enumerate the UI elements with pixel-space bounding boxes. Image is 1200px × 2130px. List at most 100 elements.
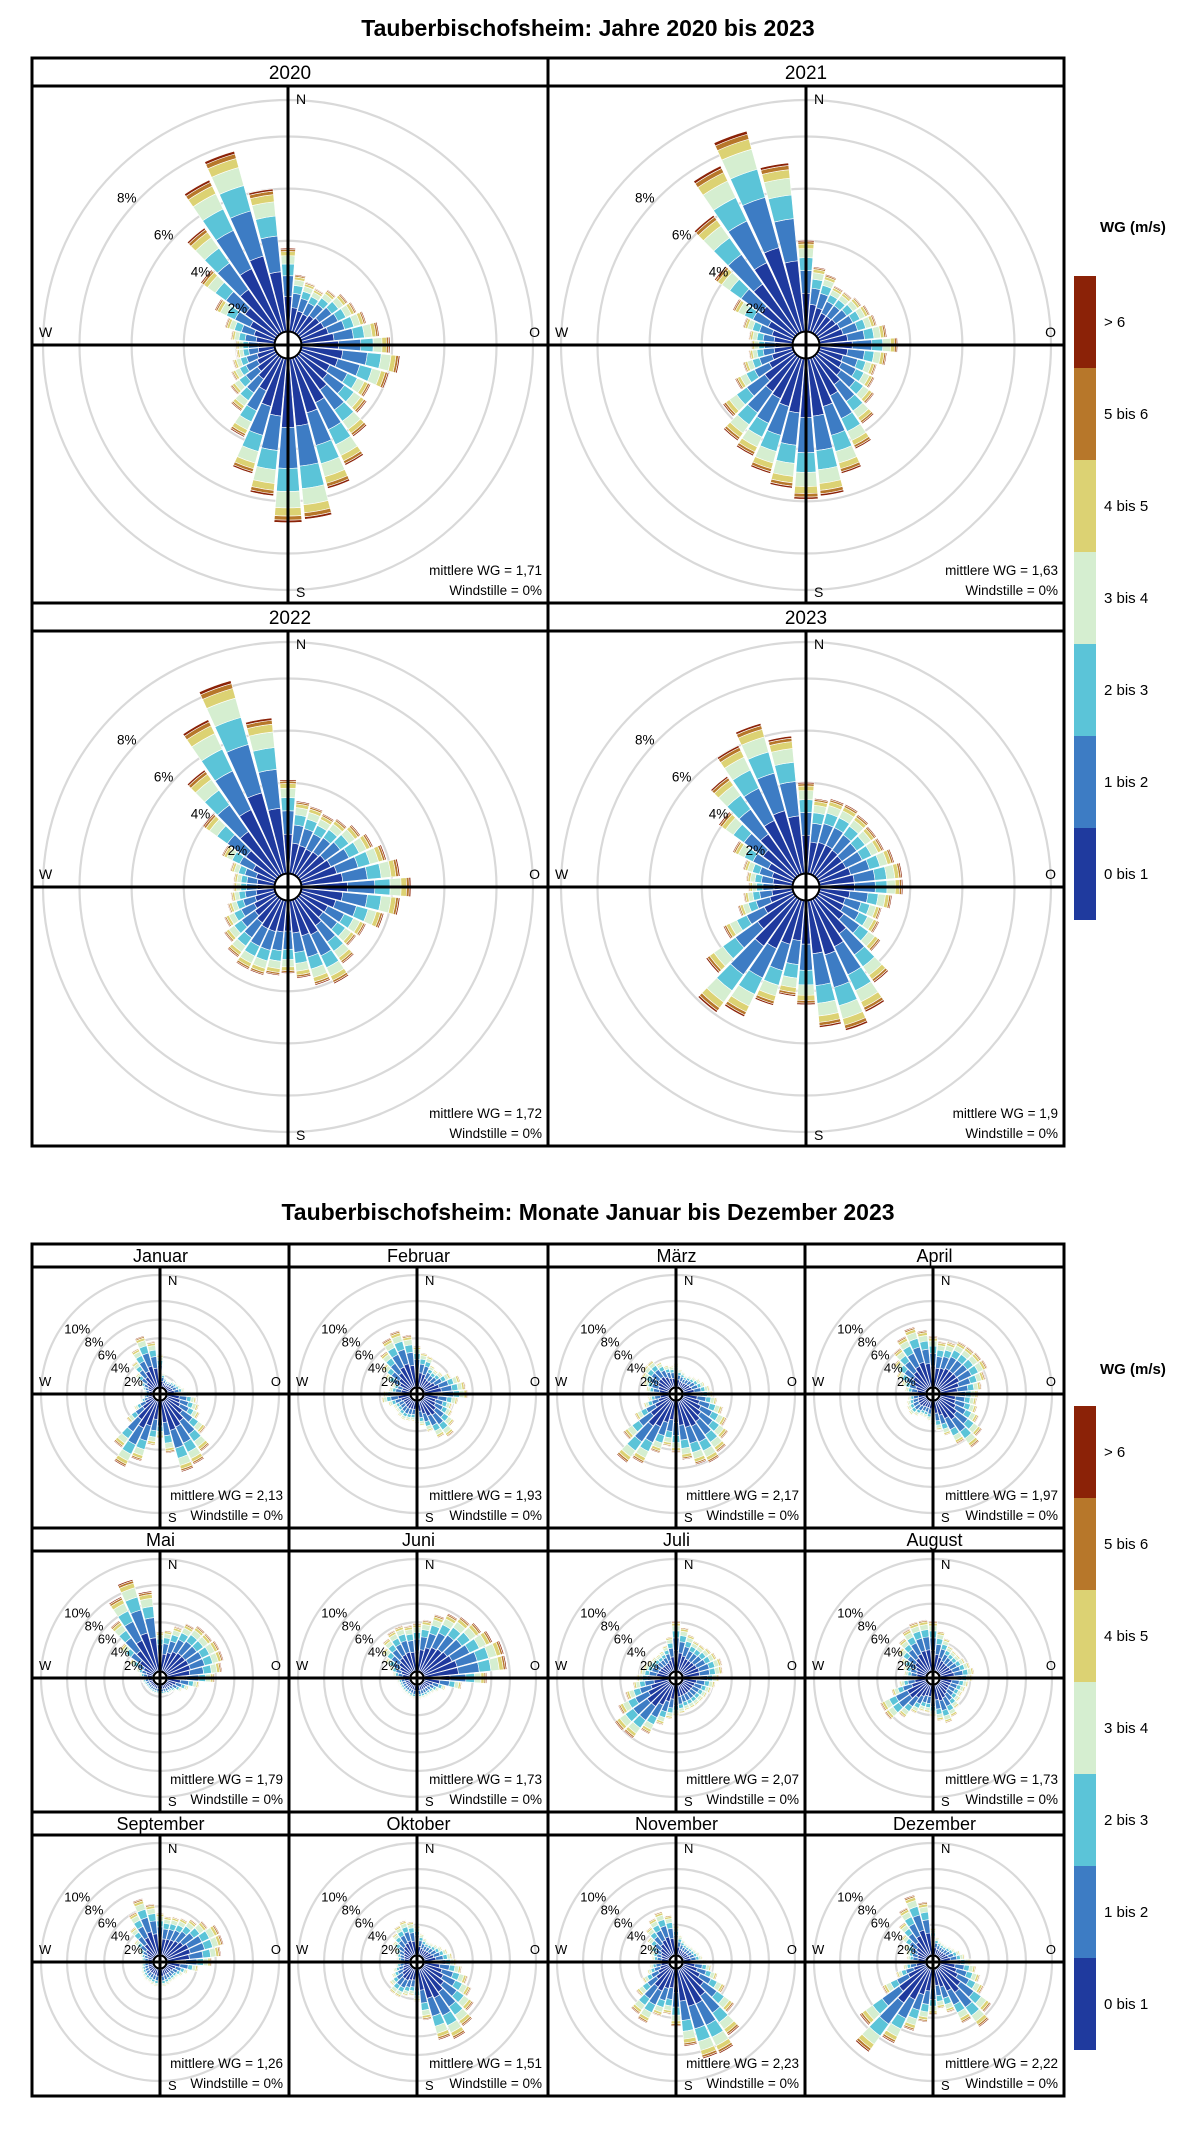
windrose-bar: [902, 1664, 905, 1671]
windrose-sector: [935, 1398, 966, 1445]
windrose-sector: [678, 1374, 689, 1390]
windrose-bar: [767, 735, 792, 743]
windrose-bar: [249, 968, 265, 976]
windrose-bar: [725, 2002, 735, 2013]
windrose-sector: [936, 1966, 990, 2028]
windrose-sector: [898, 1637, 930, 1674]
ring-label: 10%: [580, 1605, 606, 1620]
windrose-sector: [809, 798, 845, 876]
windrose-sector: [139, 1963, 155, 1971]
windrose-bar: [180, 1972, 184, 1978]
windrose-bar: [394, 1951, 397, 1957]
windrose-sector: [917, 1619, 933, 1673]
windrose-bar: [224, 317, 230, 329]
windrose-bar: [346, 934, 357, 947]
windrose-bar: [176, 1974, 180, 1979]
compass-o: O: [271, 1942, 281, 1957]
windrose-sector: [231, 348, 277, 370]
windrose-bar: [449, 1410, 454, 1418]
windrose-sector: [421, 1630, 493, 1676]
windrose-bar: [460, 1965, 463, 1974]
windrose-sector: [138, 1380, 156, 1392]
windrose-bar: [180, 1688, 184, 1693]
windrose-bar: [437, 1433, 446, 1439]
windrose-bar: [223, 916, 231, 928]
windrose-bar: [440, 1945, 444, 1951]
windrose-sector: [419, 1612, 458, 1674]
windrose-bar: [130, 1347, 139, 1353]
windrose-bar: [229, 427, 246, 438]
windrose-sector: [421, 1943, 439, 1959]
windrose-bar: [380, 1646, 387, 1654]
windrose-bar: [172, 1380, 176, 1384]
windrose-sector: [396, 1398, 414, 1418]
windrose-bar: [735, 444, 755, 457]
compass-o: O: [1046, 1374, 1056, 1389]
windrose-sector: [806, 798, 829, 875]
windrose-sector: [118, 1642, 156, 1675]
windrose-sector: [419, 1682, 430, 1698]
windrose-bar: [380, 1362, 387, 1370]
windrose-bar: [873, 969, 889, 984]
compass-n: N: [425, 1273, 434, 1288]
windrose-bar: [644, 1925, 652, 1932]
windrose-bar: [132, 1406, 137, 1412]
windrose-bar: [948, 1644, 954, 1649]
windrose-bar: [970, 1440, 980, 1449]
windrose-bar: [917, 1709, 925, 1713]
windrose-sector: [640, 1371, 672, 1392]
windrose-sector: [716, 745, 801, 877]
windrose-bar: [699, 1697, 705, 1703]
windrose-sector: [249, 898, 285, 976]
windrose-sector: [722, 892, 796, 940]
windrose-bar: [856, 814, 869, 825]
windrose-bar: [703, 1380, 706, 1387]
windrose-sector: [937, 1680, 964, 1698]
windrose-bar: [719, 1657, 723, 1666]
windrose-bar: [687, 1944, 692, 1948]
windrose-bar: [355, 400, 368, 414]
windrose-bar: [183, 1387, 186, 1392]
windrose-bar: [935, 1936, 940, 1939]
windrose-sector: [680, 1646, 713, 1675]
windrose-sector: [935, 1682, 959, 1718]
windrose-sector: [937, 1965, 992, 2013]
windrose-bar: [956, 1653, 962, 1659]
windrose-bar: [981, 1359, 988, 1369]
windrose-bar: [898, 1680, 901, 1687]
windrose-sector: [140, 1964, 156, 1975]
windrose-bar: [718, 811, 731, 826]
calm-percent: Windstille = 0%: [449, 1792, 542, 1807]
windrose-bar: [379, 844, 387, 861]
windrose-bar: [314, 978, 331, 986]
windrose-sector: [900, 1379, 928, 1393]
windrose-bar: [958, 1949, 962, 1955]
windrose-bar: [687, 1633, 696, 1638]
windrose-bar: [833, 285, 844, 292]
windrose-bar: [710, 775, 729, 792]
ring-label: 8%: [85, 1618, 104, 1633]
windrose-bar: [219, 1662, 223, 1673]
ring-label: 8%: [85, 1902, 104, 1917]
windrose-bar: [883, 324, 888, 338]
windrose-bar: [186, 227, 207, 245]
windrose-sector: [818, 345, 888, 366]
windrose-bar: [196, 1404, 200, 1412]
windrose-bar: [957, 1340, 967, 1347]
windrose-bar: [650, 1955, 653, 1960]
windrose-bar: [399, 1417, 405, 1422]
windrose-bar: [707, 1455, 720, 1464]
windrose-bar: [905, 1954, 908, 1960]
windrose-bar: [401, 1334, 412, 1338]
windrose-sector: [421, 1397, 456, 1428]
windrose-bar: [814, 798, 829, 803]
ring-label: 10%: [321, 1321, 347, 1336]
windrose-bar: [981, 1370, 987, 1380]
